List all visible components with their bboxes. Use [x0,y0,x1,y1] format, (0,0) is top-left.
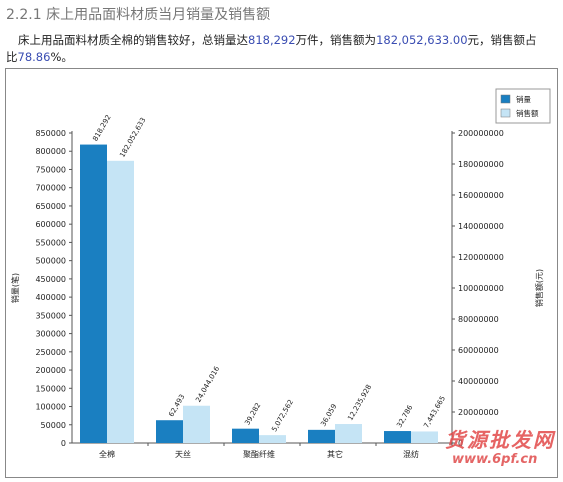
x-tick-label: 天丝 [175,449,191,459]
intro-paragraph: 床上用品面料材质全棉的销售较好，总销量达818,292万件，销售额为182,05… [6,32,556,66]
intro-text-2: 万件，销售额为 [295,33,377,47]
y2-tick-label: 200000000 [458,129,504,138]
y-tick-label: 750000 [35,165,66,174]
y-tick-label: 400000 [35,293,66,302]
intro-volume-total: 818,292 [248,33,296,47]
data-label-sales-2: 5,072,562 [270,398,295,433]
y2-tick-label: 20000000 [458,408,499,417]
bar-chart: 0 50000 100000 150000 200000 250000 300000 3500… [10,88,551,459]
chart-frame: 0 50000 100000 150000 200000 250000 300000 3500… [5,68,558,478]
intro-text-5: %。 [50,50,73,64]
intro-sales-total: 182,052,633.00 [376,33,468,47]
bar-sales-3 [335,424,362,443]
legend-swatch-1 [500,108,511,118]
data-label-sales-4: 7,443,665 [422,395,447,430]
y2-tick-label: 180000000 [458,160,504,169]
bar-volume-3 [308,429,335,443]
bar-volume-0 [80,144,107,443]
data-label-volume-4: 32,786 [395,403,414,429]
y-axis-title: 销量(笔) [10,273,20,303]
bar-sales-4 [411,431,438,443]
y-tick-label: 200000 [35,366,66,375]
y-tick-label: 50000 [41,421,66,430]
data-label-volume-0: 818,292 [91,113,112,142]
legend-label-0: 销量 [516,94,531,104]
data-label-sales-1: 24,044,016 [194,365,221,404]
legend-box [495,88,551,124]
bar-volume-2 [232,428,259,443]
y-tick-label: 350000 [35,311,66,320]
y-tick-label: 250000 [35,348,66,357]
bar-volume-4 [384,431,411,443]
bar-sales-0 [107,160,134,443]
y2-tick-label: 0 [458,439,463,448]
x-tick-label: 全棉 [99,449,115,459]
y-tick-label: 500000 [35,257,66,266]
y-tick-label: 150000 [35,384,66,393]
data-label-sales-0: 182,052,633 [118,116,147,159]
y-tick-label: 700000 [35,184,66,193]
watermark-url: www.6pf.cn [452,452,538,467]
intro-share: 78.86 [17,50,51,64]
y2-tick-label: 100000000 [458,284,504,293]
y-tick-label: 450000 [35,275,66,284]
y2-tick-label: 60000000 [458,346,499,355]
y-tick-label: 800000 [35,147,66,156]
x-tick-label: 其它 [327,449,343,459]
bar-volume-1 [156,420,183,443]
y-tick-label: 550000 [35,238,66,247]
y-tick-label: 600000 [35,220,66,229]
y-tick-label: 650000 [35,202,66,211]
y-tick-label: 100000 [35,403,66,412]
bar-sales-2 [259,435,286,443]
intro-text-4: 比 [6,50,18,64]
y2-tick-label: 40000000 [458,377,499,386]
y-tick-label: 0 [61,439,66,448]
bar-sales-1 [183,405,210,443]
data-label-sales-3: 12,235,928 [346,383,373,422]
y2-tick-label: 120000000 [458,253,504,262]
intro-text-1: 床上用品面料材质全棉的销售较好，总销量达 [18,33,248,47]
data-label-volume-2: 39,282 [243,401,262,426]
x-tick-label: 混纺 [403,449,419,459]
y-tick-label: 850000 [35,129,66,138]
intro-text-3: 元，销售额占 [467,33,537,47]
y2-tick-label: 140000000 [458,222,504,231]
y2-axis-title: 销售额(元) [534,269,544,307]
y-tick-label: 300000 [35,330,66,339]
legend-label-1: 销售额 [516,108,539,118]
section-heading: 2.2.1 床上用品面料材质当月销量及销售额 [6,7,271,23]
y2-tick-label: 80000000 [458,315,499,324]
x-tick-label: 聚酯纤维 [243,449,275,459]
watermark-name: 货源批发网 [445,428,555,452]
legend-swatch-0 [500,94,511,104]
y2-tick-label: 160000000 [458,191,504,200]
